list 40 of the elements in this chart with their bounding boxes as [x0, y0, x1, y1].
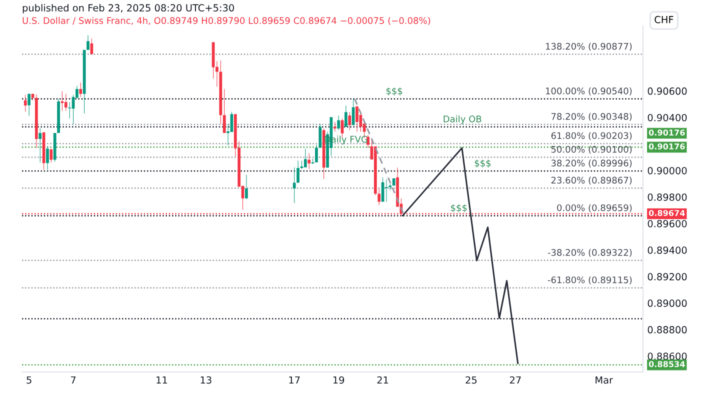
x-tick-label: 5 [26, 376, 32, 384]
ref-line-label: 0.90176 [648, 143, 685, 150]
annotation: -38.20% (0.89322) [548, 248, 632, 257]
chart-title: published on Feb 23, 2025 08:20 UTC+5:30 [22, 4, 234, 14]
y-tick-label: 0.90600 [648, 87, 687, 95]
y-axis-title: CHF [654, 16, 674, 24]
annotation: $$$ [474, 160, 491, 168]
x-tick-label: 7 [70, 376, 76, 384]
annotation: $$$ [386, 87, 402, 96]
annotation: -61.80% (0.89115) [548, 276, 632, 284]
y-tick-label: 0.89000 [648, 300, 687, 307]
annotation: $$$ [450, 204, 467, 212]
x-tick-label: 25 [466, 376, 477, 384]
y-tick-label: 0.89400 [648, 246, 687, 254]
annotation: 78.20% (0.90348) [551, 112, 632, 121]
chart-subtitle: U.S. Dollar / Swiss Franc, 4h, O0.89749 H0.89790 L0.89659 C0.89674 −0.00075 (−0.08%) [22, 17, 430, 26]
annotation: Daily OB [444, 115, 482, 124]
annotation: 100.00% (0.90540) [546, 87, 632, 96]
y-tick-label: 0.89200 [648, 273, 687, 280]
x-tick-label: 11 [156, 376, 167, 384]
ref-line-label: 0.88534 [648, 361, 685, 368]
annotation: 61.80% (0.90203) [551, 132, 632, 140]
x-tick-label: 17 [289, 376, 300, 384]
annotation: 38.20% (0.89996) [551, 160, 632, 168]
ref-line-label: 0.89674 [648, 210, 685, 216]
x-tick-label: 27 [510, 376, 521, 384]
x-tick-label: Mar [596, 376, 614, 384]
y-tick-label: 0.90000 [648, 166, 687, 174]
text: 0.90176 [648, 130, 685, 136]
y-tick-label: 0.89800 [648, 193, 687, 201]
y-tick-label: 0.88800 [648, 326, 687, 334]
annotation: 138.20% (0.90877) [546, 42, 632, 51]
x-tick-label: 19 [333, 376, 344, 384]
x-tick-label: 13 [200, 376, 212, 384]
annotation: 0.00% (0.89659) [557, 204, 632, 212]
y-tick-label: 0.89600 [648, 220, 687, 228]
y-tick-label: 0.90400 [648, 114, 687, 122]
annotation: 23.60% (0.89867) [551, 176, 632, 185]
annotation: 50.00% (0.90100) [551, 146, 632, 154]
x-tick-label: 21 [377, 376, 388, 384]
